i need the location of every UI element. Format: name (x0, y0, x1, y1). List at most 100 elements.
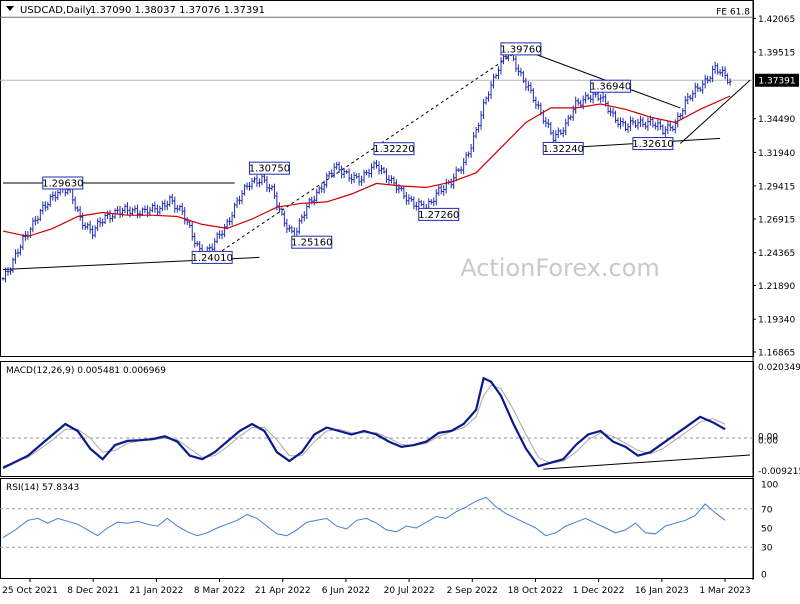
price-bar (412, 196, 416, 210)
price-tick-label: 1.26915 (758, 215, 795, 225)
price-bar (706, 75, 709, 84)
price-bar (439, 185, 443, 195)
trendline (211, 48, 522, 258)
price-bar (11, 257, 15, 273)
price-bar (273, 183, 276, 200)
price-bar (158, 205, 162, 215)
watermark: ActionForex.com (460, 254, 660, 282)
date-tick-label: 25 Oct 2021 (2, 586, 58, 596)
current-price-tag-text: 1.37391 (758, 76, 795, 86)
price-bar (171, 193, 174, 205)
price-bar (454, 166, 458, 182)
price-bar (499, 57, 503, 75)
date-tick-label: 8 Dec 2021 (67, 586, 119, 596)
price-label: 1.32610 (632, 137, 674, 151)
price-bar (238, 195, 241, 205)
current-price-tag (755, 73, 799, 87)
price-bar (482, 98, 485, 119)
price-bar (198, 240, 202, 252)
price-bar (300, 214, 304, 224)
price-label-box (191, 250, 233, 264)
price-bar (243, 184, 246, 196)
price-bar (248, 181, 251, 191)
date-tick-label: 20 Jul 2022 (384, 586, 435, 596)
price-bar (566, 114, 570, 127)
price-bar (377, 161, 381, 175)
price-bar (178, 204, 182, 211)
date-axis: 25 Oct 2021 8 Dec 2021 21 Jan 2022 8 Mar 20… (2, 578, 751, 596)
price-bar (385, 168, 388, 183)
price-bar (462, 158, 465, 175)
date-tick-label: 18 Oct 2022 (508, 586, 564, 596)
price-bar (596, 92, 600, 101)
price-bar (728, 78, 732, 86)
price-bar (265, 176, 269, 192)
rsi-axis-ticks: 100 70 50 30 0 (761, 481, 778, 581)
price-bar (380, 165, 383, 175)
price-bar (502, 53, 505, 65)
price-bar (347, 168, 351, 182)
price-bar (586, 93, 590, 101)
price-bar (6, 267, 10, 276)
price-bar (696, 83, 700, 92)
price-bar (183, 206, 187, 225)
macd-tick-label: 0.00 (758, 437, 778, 447)
price-bar (19, 244, 22, 256)
price-bar (671, 125, 675, 132)
price-bar (693, 82, 697, 98)
price-bar (606, 101, 610, 114)
price-bar (698, 86, 702, 92)
price-bar (407, 194, 411, 205)
price-bar (180, 202, 184, 215)
price-bar (492, 73, 495, 89)
collapse-triangle-icon[interactable] (6, 6, 14, 11)
price-bar (263, 173, 266, 183)
price-label-box (418, 207, 460, 221)
price-bar (624, 120, 627, 132)
price-bar (484, 96, 488, 105)
moving-average (2, 95, 731, 238)
trendline (679, 79, 751, 144)
price-bar (636, 118, 640, 130)
price-bar (544, 117, 548, 128)
price-bar (589, 94, 592, 103)
rsi-title: RSI(14) 57.8343 (6, 483, 79, 493)
price-bar (629, 116, 632, 132)
price-label-box (500, 42, 542, 56)
price-bar (457, 168, 460, 173)
price-tick-label: 1.16865 (758, 349, 795, 359)
price-bar (442, 185, 446, 196)
rsi-tick-label: 0 (761, 571, 767, 581)
price-bar (108, 209, 112, 223)
price-bar (253, 176, 256, 184)
price-bar (634, 119, 637, 128)
price-bar (332, 163, 336, 178)
price-bar (569, 114, 573, 121)
price-bar (519, 67, 523, 77)
price-bar (472, 131, 475, 153)
price-bar (708, 75, 712, 83)
price-bar (218, 230, 221, 239)
price-bar (676, 112, 680, 128)
price-bar (34, 216, 37, 226)
price-bar (168, 195, 172, 207)
date-tick-label: 21 Apr 2022 (255, 586, 311, 596)
price-bar (599, 94, 602, 103)
price-bar (36, 215, 40, 224)
price-bar (367, 168, 371, 178)
price-bar (621, 117, 625, 127)
price-bar (352, 171, 356, 183)
price-bar (703, 74, 707, 89)
price-bar (317, 186, 321, 195)
price-bar (669, 121, 672, 131)
macd-panel (0, 361, 754, 477)
price-bar (220, 230, 224, 240)
macd-axis-ticks: 0.020349 0.000.00 -0.009215 (758, 363, 800, 477)
macd-divergence-line (543, 454, 751, 470)
price-tick-label: 1.29415 (758, 182, 795, 192)
price-tick-label: 1.42065 (758, 15, 795, 25)
price-bar (44, 201, 47, 212)
price-bar (260, 173, 264, 186)
price-bar (190, 221, 194, 241)
price-bar (402, 185, 406, 199)
